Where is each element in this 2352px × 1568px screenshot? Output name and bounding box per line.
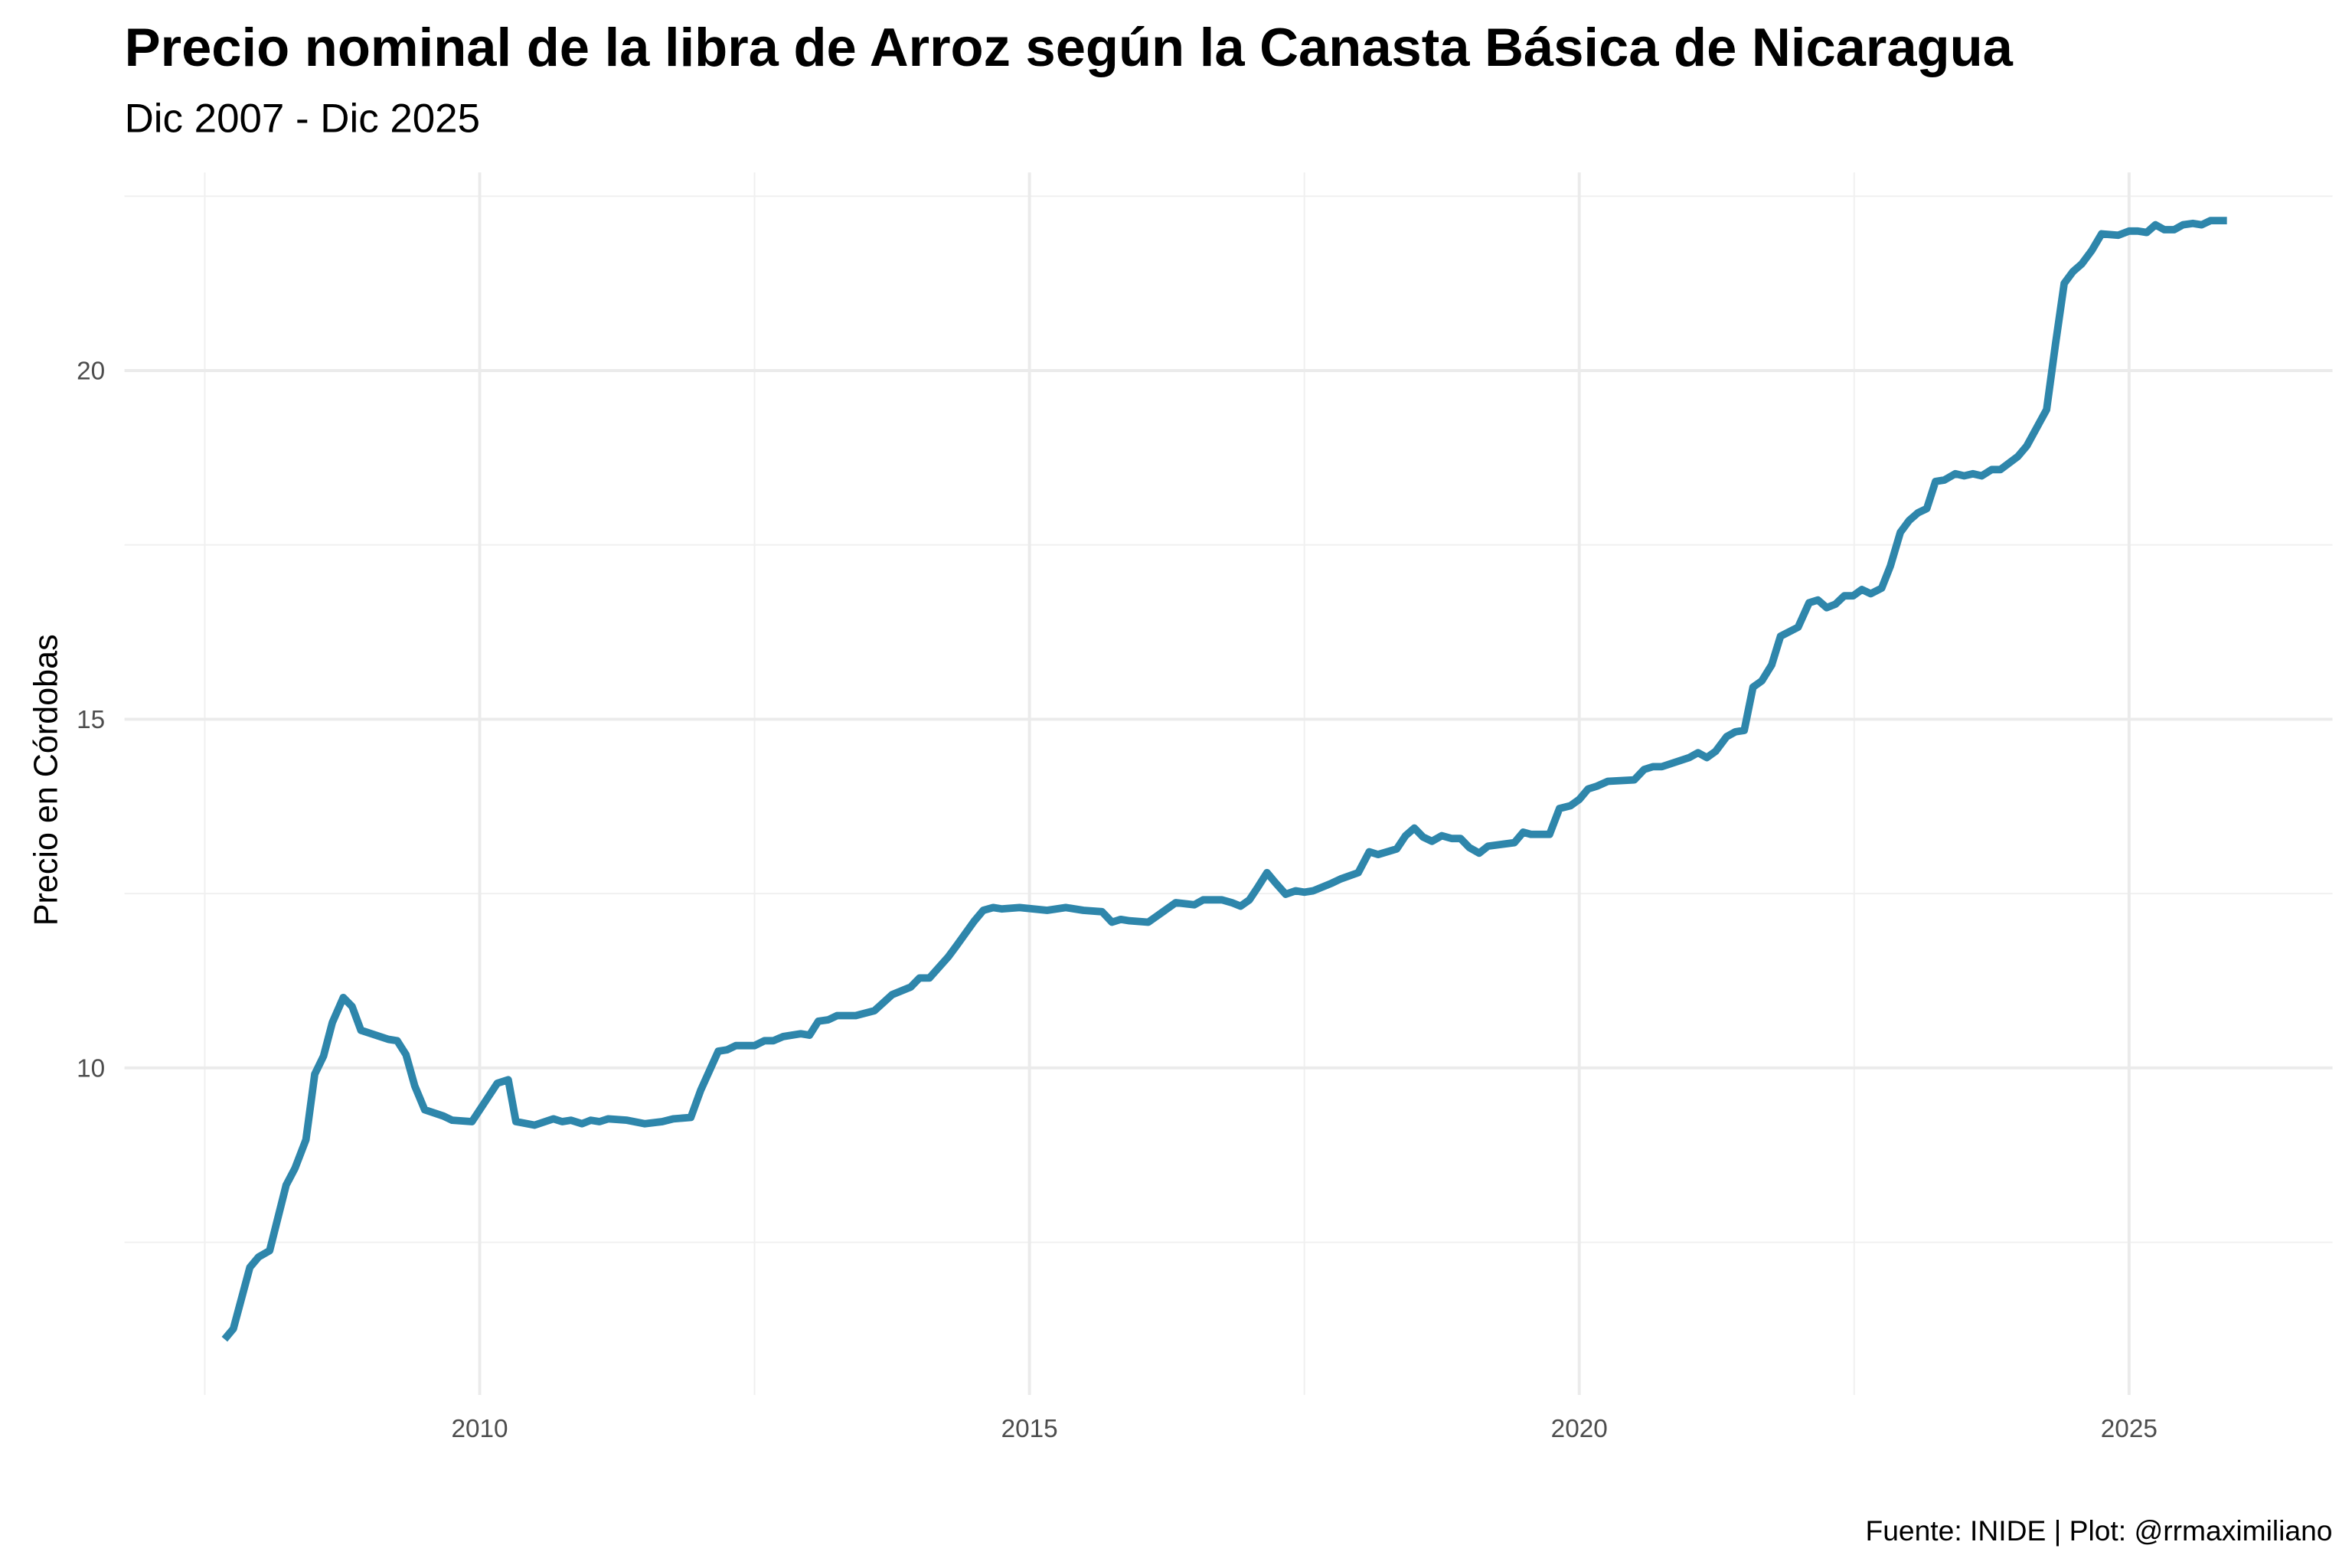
x-tick-label: 2020 bbox=[1551, 1415, 1608, 1443]
x-tick-label: 2010 bbox=[451, 1415, 508, 1443]
x-tick-label: 2015 bbox=[1001, 1415, 1058, 1443]
chart-subtitle: Dic 2007 - Dic 2025 bbox=[125, 96, 480, 141]
chart-title: Precio nominal de la libra de Arroz segú… bbox=[125, 17, 2014, 77]
y-tick-label: 10 bbox=[77, 1055, 105, 1083]
price-line bbox=[221, 217, 2227, 1342]
grid bbox=[124, 172, 2333, 1396]
x-tick-label: 2025 bbox=[2101, 1415, 2158, 1443]
y-tick-label: 20 bbox=[77, 358, 105, 386]
y-tick-label: 15 bbox=[77, 706, 105, 734]
y-axis-label: Precio en Córdobas bbox=[28, 634, 64, 926]
caption: Fuente: INIDE | Plot: @rrmaximiliano bbox=[1865, 1514, 2332, 1547]
